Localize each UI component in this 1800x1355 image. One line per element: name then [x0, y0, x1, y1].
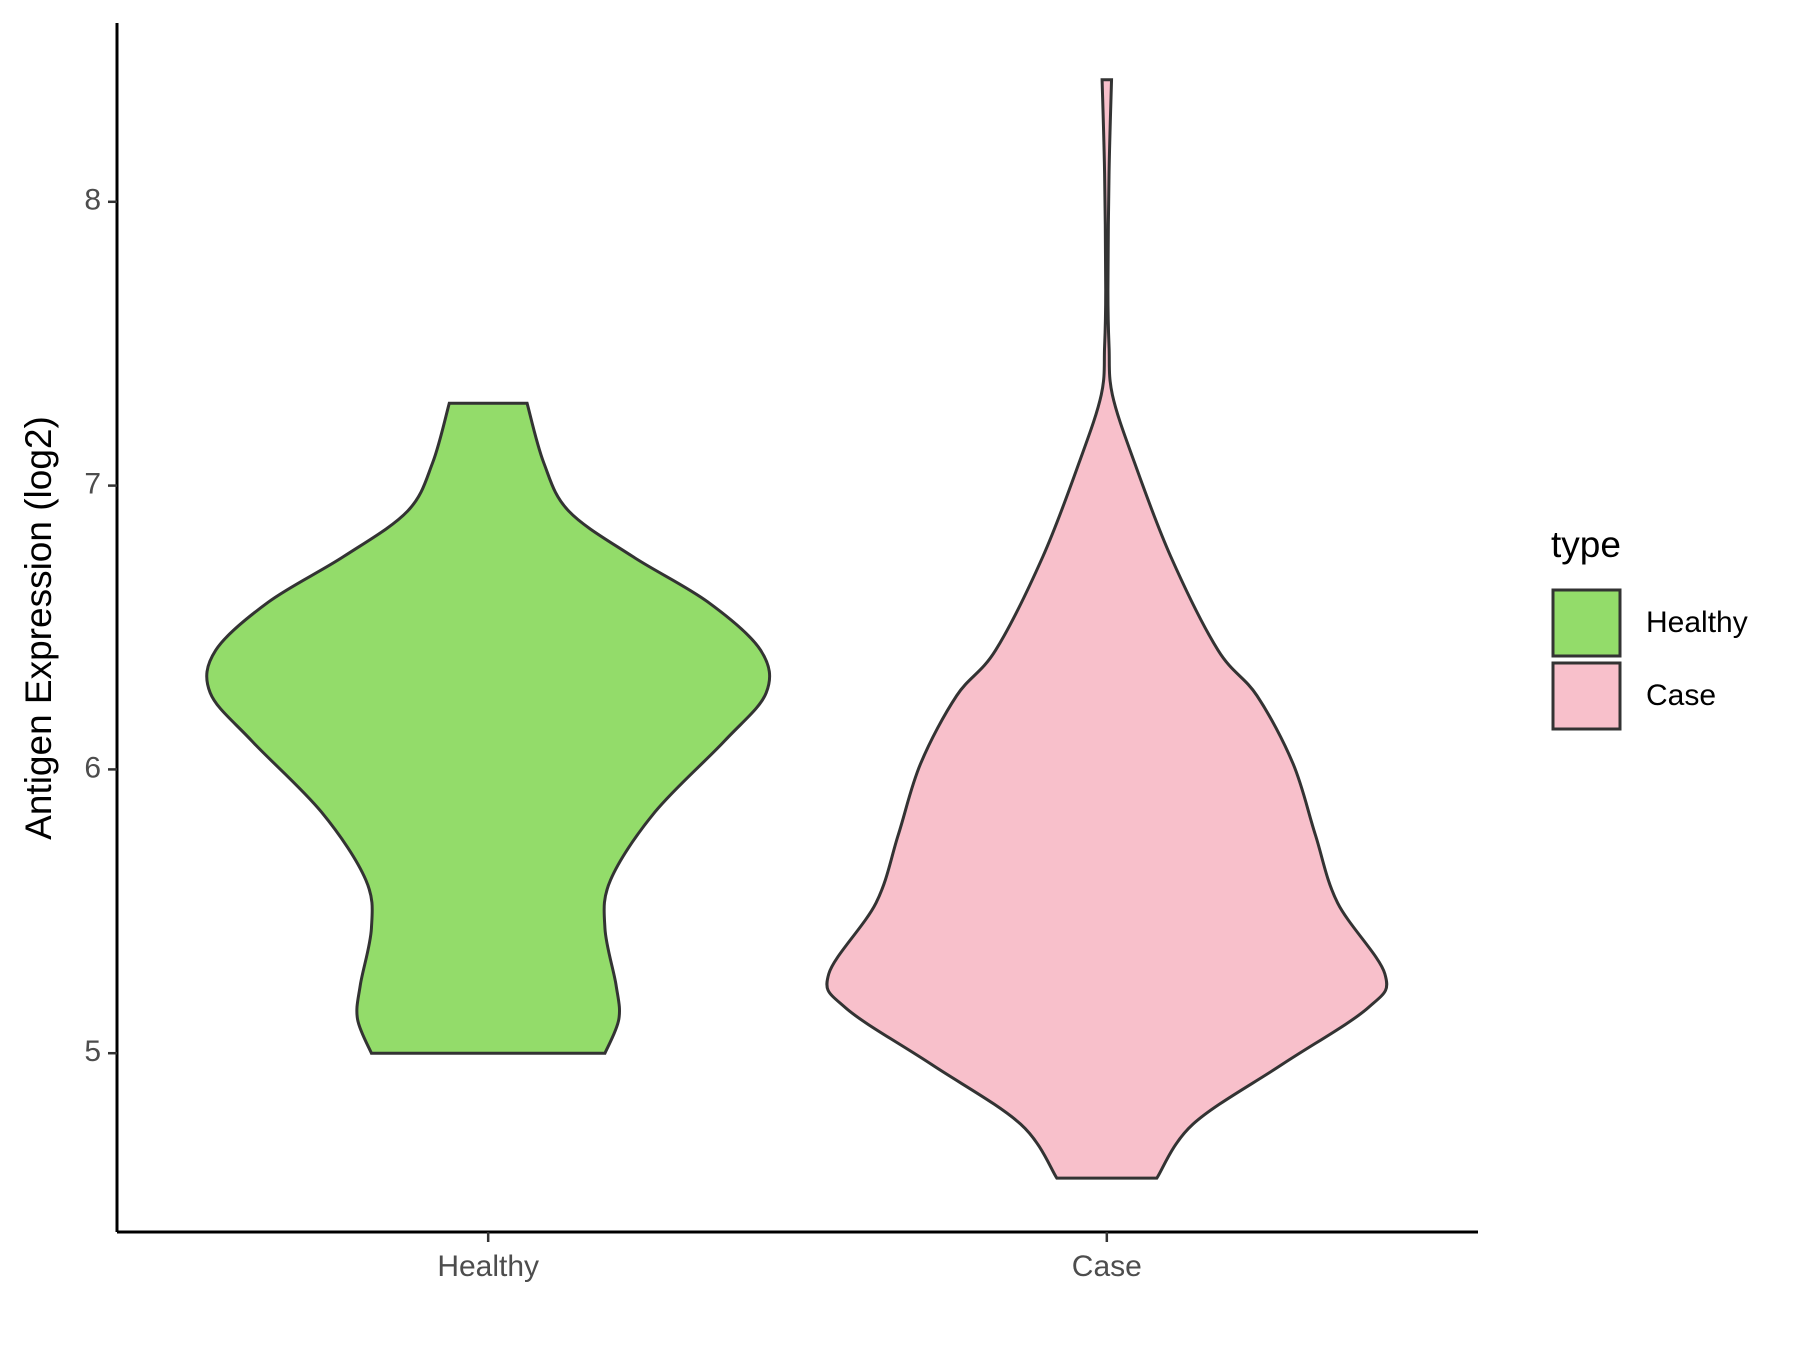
x-tick-label: Case — [1072, 1250, 1142, 1283]
y-tick-label: 8 — [84, 184, 101, 217]
y-tick-label: 7 — [84, 468, 101, 501]
x-tick-label: Healthy — [437, 1250, 539, 1283]
violin — [825, 78, 1389, 1180]
legend-label: Case — [1646, 679, 1716, 712]
violin — [205, 401, 772, 1055]
legend-label: Healthy — [1646, 606, 1748, 639]
legend-title: type — [1551, 524, 1621, 565]
y-axis-label: Antigen Expression (log2) — [18, 416, 59, 840]
legend-key — [1551, 661, 1622, 731]
y-tick-label: 6 — [84, 751, 101, 784]
legend-key — [1551, 588, 1622, 658]
y-tick-label: 5 — [84, 1035, 101, 1068]
